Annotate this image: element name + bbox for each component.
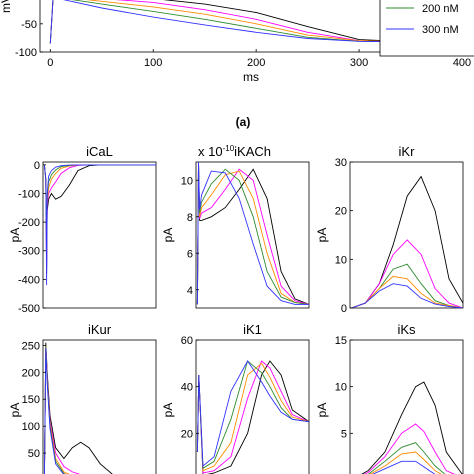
ikr-y-tick-label: 10 <box>335 254 347 266</box>
ap-x-tick-label: 200 <box>247 57 265 69</box>
ikach-scale-label: x 10 <box>198 144 223 159</box>
ap-series-line-4 <box>49 0 462 44</box>
ik1-series-line-4 <box>196 360 309 467</box>
ikach-y-tick-label: 8 <box>187 212 193 224</box>
panel-ical: 0 -100 -200 -300 -400 -500 pA iCaL <box>8 144 157 315</box>
ikach-title: x 10-10iKACh <box>198 144 271 159</box>
iks-y-tick-label: 5 <box>341 428 347 440</box>
ik1-series-line-2 <box>196 362 309 472</box>
ical-series-line-1 <box>43 164 156 268</box>
ikur-y-tick-label: 100 <box>22 421 40 433</box>
iks-y-axis-label: pA <box>315 403 329 418</box>
ikr-y-tick-label: 30 <box>335 157 347 169</box>
ical-y-tick-label: -500 <box>18 303 40 315</box>
ap-legend-entry: 200 nM <box>422 3 459 15</box>
ical-y-tick-label: -400 <box>18 274 40 286</box>
ikach-title-text: iKACh <box>234 144 271 159</box>
ap-x-tick-label: 100 <box>144 57 162 69</box>
iks-series-line-1 <box>363 423 455 474</box>
ikr-title: iKr <box>399 144 416 159</box>
ap-legend: 200 nM 300 nM <box>379 0 474 57</box>
ikur-series-line-0 <box>44 342 113 474</box>
ik1-title: iK1 <box>243 322 262 337</box>
ikur-series-line-4 <box>44 348 65 474</box>
ikur-title: iKur <box>88 322 112 337</box>
ap-x-axis-label: ms <box>243 70 259 84</box>
iks-series-line-0 <box>361 381 463 474</box>
iks-series-line-2 <box>367 442 446 474</box>
panel-ikur: 050100150200250pAiKur <box>8 322 157 474</box>
ikr-series-line-3 <box>351 275 463 308</box>
ap-x-tick-label: 300 <box>350 57 368 69</box>
iks-title: iKs <box>397 322 416 337</box>
ikur-y-tick-label: 50 <box>28 448 40 460</box>
panel-ikr: 0 10 20 30 pA iKr <box>315 144 464 315</box>
ikach-y-tick-label: 10 <box>181 175 193 187</box>
ikach-series-line-4 <box>196 162 309 305</box>
ik1-y-tick-label: 60 <box>181 335 193 347</box>
ikach-y-tick-label: 6 <box>187 248 193 260</box>
ikach-y-axis-label: pA <box>161 228 175 243</box>
ical-title: iCaL <box>86 144 113 159</box>
ik1-plot-frame <box>195 339 310 474</box>
ikach-series-line-1 <box>196 162 309 305</box>
ical-series-line-2 <box>43 164 156 260</box>
ikur-y-tick-label: 200 <box>22 367 40 379</box>
ical-y-tick-label: 0 <box>34 160 40 172</box>
ical-y-axis-label: pA <box>8 228 22 243</box>
panel-iks: 5 10 15 pA iKs <box>315 322 464 474</box>
panel-ikach: 4 6 8 10 pA x 10-10iKACh <box>161 144 310 309</box>
ap-legend-entry: 300 nM <box>422 24 459 36</box>
ap-y-tick-label: -100 <box>15 47 37 59</box>
ap-x-tick-label: 0 <box>47 57 53 69</box>
iks-plot-frame <box>349 339 464 474</box>
panel-ik1: 20 40 60 pA iK1 <box>161 322 310 474</box>
ap-y-axis-label: mV <box>0 0 13 13</box>
ical-series-line-4 <box>43 164 156 286</box>
ikach-plot-frame <box>195 161 310 309</box>
ap-series-line-0 <box>49 0 462 44</box>
ikr-y-tick-label: 0 <box>341 303 347 315</box>
ikach-series-line-3 <box>196 162 309 305</box>
ical-plot-frame <box>42 161 157 309</box>
ikach-scale-exponent: -10 <box>223 144 235 153</box>
ap-y-tick-label: -50 <box>21 19 37 31</box>
ical-y-tick-label: -100 <box>18 188 40 200</box>
ikur-y-axis-label: pA <box>8 403 22 418</box>
ikr-series-line-0 <box>351 175 463 308</box>
ical-y-tick-label: -300 <box>18 246 40 258</box>
iks-y-tick-label: 10 <box>335 382 347 394</box>
iks-series-line-3 <box>369 451 442 474</box>
ap-x-tick-label: 400 <box>453 57 471 69</box>
ikur-y-tick-label: 150 <box>22 394 40 406</box>
ikur-y-tick-label: 250 <box>22 340 40 352</box>
ik1-y-tick-label: 20 <box>181 428 193 440</box>
ikur-plot-frame <box>42 339 157 474</box>
ik1-y-tick-label: 40 <box>181 382 193 394</box>
ikach-series-line-2 <box>196 162 309 305</box>
ik1-y-axis-label: pA <box>161 403 175 418</box>
ikr-y-tick-label: 20 <box>335 206 347 218</box>
ikr-series-line-1 <box>351 239 463 308</box>
iks-y-tick-label: 15 <box>335 335 347 347</box>
ikach-y-tick-label: 4 <box>187 285 193 297</box>
ikr-plot-frame <box>349 161 464 309</box>
ical-y-tick-label: -200 <box>18 217 40 229</box>
ical-series-line-3 <box>43 164 156 251</box>
ikr-series-line-4 <box>351 283 463 308</box>
ikach-series-line-0 <box>196 162 309 305</box>
ical-series-line-0 <box>43 164 156 274</box>
figure-caption-a: (a) <box>236 115 251 129</box>
panel-ap: -50 -100 0 100 200 300 400 ms mV 200 nM 300 nM <box>0 0 474 84</box>
ikr-y-axis-label: pA <box>315 228 329 243</box>
